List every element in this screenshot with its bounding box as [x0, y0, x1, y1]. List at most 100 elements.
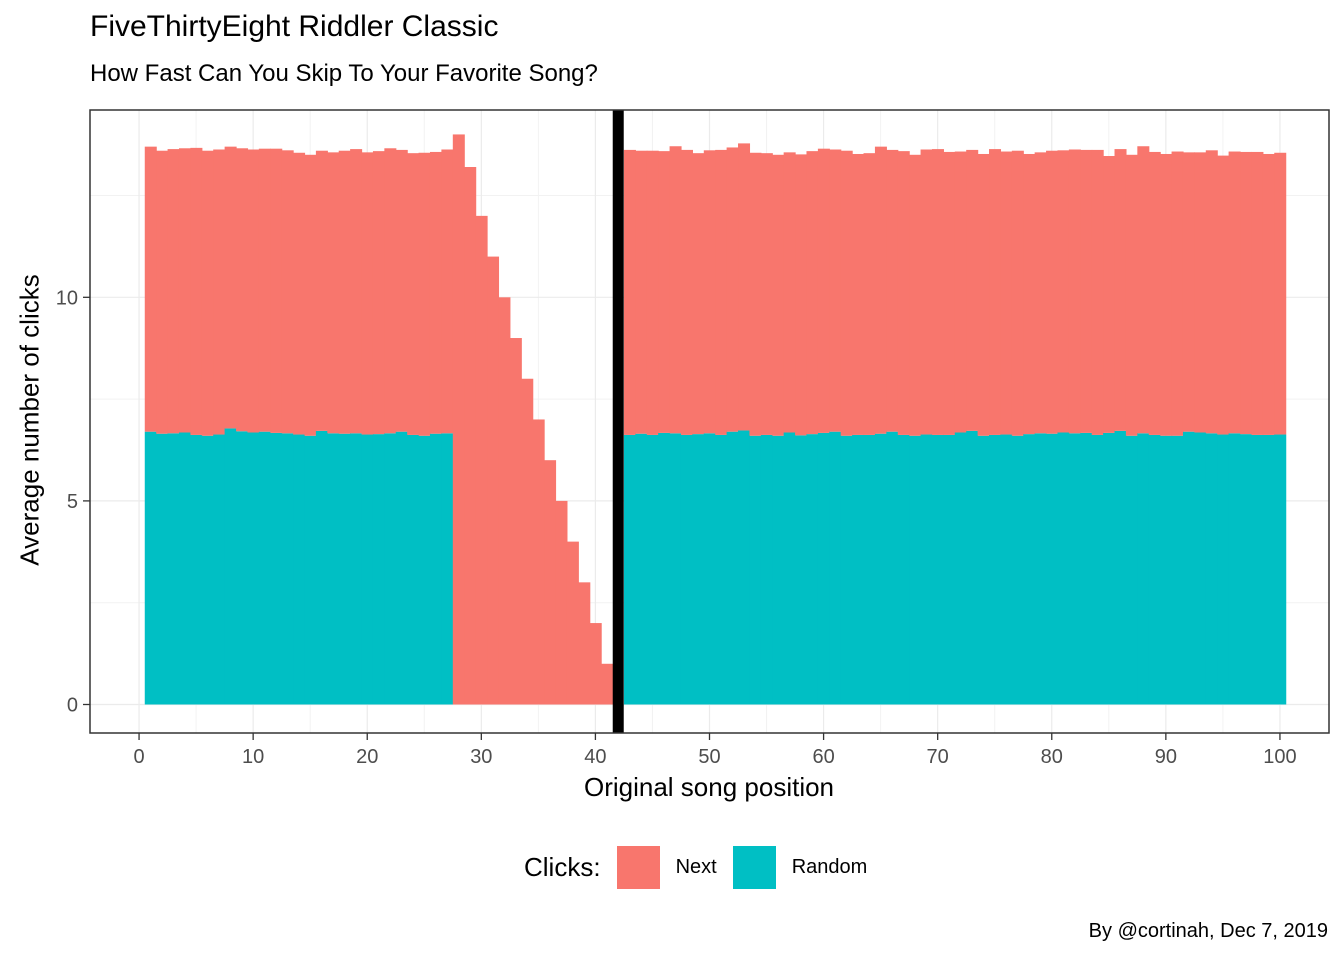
- bar-random: [726, 431, 739, 705]
- bar-next: [1171, 151, 1184, 436]
- bar-next: [315, 150, 328, 431]
- bar-random: [418, 435, 431, 705]
- bar-random: [1068, 433, 1081, 705]
- bar-next: [236, 148, 249, 432]
- bar-next: [1240, 151, 1253, 435]
- bar-next: [1057, 150, 1070, 433]
- bar-next: [783, 152, 796, 433]
- bar-random: [680, 434, 693, 705]
- bar-next: [646, 150, 659, 435]
- bar-next: [852, 153, 865, 435]
- bar-next: [931, 149, 944, 435]
- bar-random: [350, 433, 363, 705]
- bar-random: [293, 434, 306, 705]
- bar-random: [258, 431, 271, 705]
- bar-next: [1080, 149, 1093, 433]
- bar-random: [407, 434, 420, 705]
- bar-next: [909, 154, 922, 436]
- bar-next: [1068, 149, 1081, 434]
- legend-title: Clicks:: [524, 852, 601, 882]
- bar-random: [692, 434, 705, 705]
- chart-caption: By @cortinah, Dec 7, 2019: [1088, 920, 1328, 942]
- bar-next: [464, 167, 477, 705]
- x-tick-label: 20: [356, 746, 378, 768]
- bar-random: [989, 434, 1002, 705]
- bar-next: [429, 151, 442, 434]
- x-tick-label: 100: [1263, 746, 1296, 768]
- bar-next: [840, 150, 853, 436]
- bar-random: [635, 433, 648, 705]
- bar-next: [1262, 153, 1275, 435]
- bar-random: [1125, 435, 1138, 705]
- bar-random: [327, 433, 340, 705]
- bar-next: [738, 143, 751, 431]
- bar-next: [1034, 152, 1047, 434]
- bar-next: [247, 149, 260, 433]
- bar-random: [1137, 433, 1150, 705]
- bar-next: [920, 149, 933, 435]
- bar-random: [1011, 435, 1024, 705]
- bar-next: [350, 149, 363, 434]
- bar-next: [1148, 151, 1161, 435]
- bar-random: [760, 434, 773, 705]
- bar-random: [1217, 434, 1230, 705]
- bar-next: [1205, 150, 1218, 434]
- bar-random: [304, 435, 317, 705]
- bar-next: [989, 149, 1002, 435]
- bar-random: [909, 435, 922, 705]
- chart-subtitle: How Fast Can You Skip To Your Favorite S…: [90, 60, 598, 87]
- bar-next: [156, 150, 169, 434]
- bar-next: [327, 152, 340, 434]
- bar-next: [966, 149, 979, 431]
- bar-random: [1080, 432, 1093, 705]
- bar-random: [1251, 434, 1264, 705]
- legend-label-next: Next: [675, 856, 717, 878]
- bar-random: [1262, 434, 1275, 705]
- bar-random: [817, 432, 830, 705]
- legend-key-next: [616, 846, 660, 889]
- bar-random: [441, 433, 454, 705]
- bar-next: [144, 146, 157, 432]
- bar-random: [623, 434, 636, 705]
- bar-random: [943, 434, 956, 705]
- bar-next: [635, 150, 648, 434]
- bar-random: [886, 431, 899, 705]
- bar-next: [338, 150, 351, 434]
- bar-random: [1023, 434, 1036, 705]
- bar-next: [509, 338, 522, 705]
- bar-next: [384, 148, 397, 434]
- bar-next: [201, 150, 214, 436]
- legend-key-random: [732, 846, 776, 889]
- bar-random: [806, 434, 819, 705]
- bar-random: [772, 435, 785, 705]
- bar-random: [658, 432, 671, 705]
- bar-random: [977, 435, 990, 705]
- bar-random: [201, 435, 214, 705]
- bar-random: [852, 434, 865, 705]
- bar-next: [806, 151, 819, 435]
- bar-random: [669, 433, 682, 705]
- x-axis-label: Original song position: [583, 772, 835, 802]
- bar-random: [954, 432, 967, 705]
- bar-next: [532, 419, 545, 705]
- bar-next: [167, 149, 180, 434]
- bar-random: [1057, 432, 1070, 705]
- bar-next: [760, 153, 773, 435]
- bar-next: [886, 149, 899, 432]
- bar-random: [715, 434, 728, 705]
- legend: Clicks: Next Random: [524, 846, 883, 889]
- bar-random: [247, 432, 260, 705]
- bar-next: [1137, 146, 1150, 434]
- bar-random: [315, 430, 328, 705]
- x-tick-label: 60: [812, 746, 834, 768]
- bar-next: [1023, 153, 1036, 435]
- x-tick-label: 40: [584, 746, 606, 768]
- x-tick-label: 90: [1155, 746, 1177, 768]
- bar-next: [452, 134, 465, 705]
- bar-random: [167, 433, 180, 705]
- bar-random: [1046, 433, 1059, 705]
- bar-random: [1171, 435, 1184, 705]
- bar-next: [293, 152, 306, 435]
- x-tick-label: 50: [698, 746, 720, 768]
